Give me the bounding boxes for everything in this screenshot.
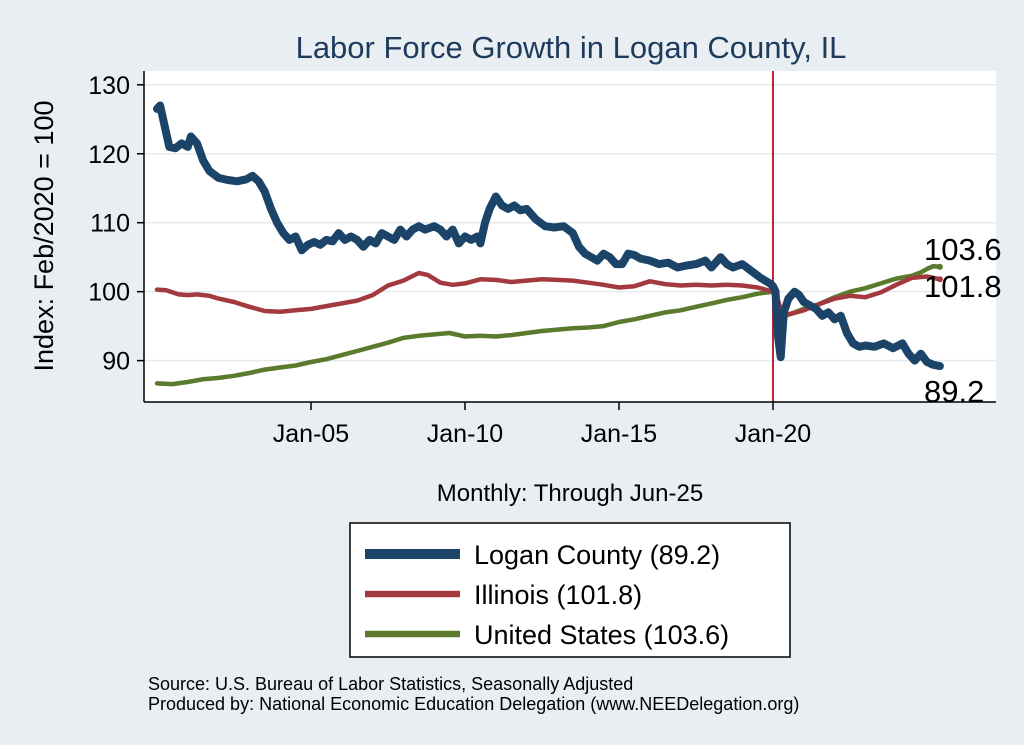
legend-label-united-states: United States (103.6) [474,620,729,650]
legend-label-logan-county: Logan County (89.2) [474,540,720,570]
x-tick-label: Jan-05 [273,420,349,448]
series-end-point-illinois [936,276,943,283]
end-label-illinois: 101.8 [924,269,1002,304]
produced-by-note: Produced by: National Economic Education… [148,694,799,714]
x-tick-label: Jan-10 [427,420,503,448]
y-axis-ticks: 90 100 110 120 130 [88,72,144,376]
y-tick-label: 110 [90,210,130,238]
y-axis-label: Index: Feb/2020 = 100 [29,101,59,372]
end-label-logan-county: 89.2 [924,374,984,409]
legend-label-illinois: Illinois (101.8) [474,580,642,610]
x-tick-label: Jan-15 [581,420,657,448]
x-axis-label: Monthly: Through Jun-25 [437,480,703,507]
chart-title: Labor Force Growth in Logan County, IL [296,30,847,65]
x-axis-ticks: Jan-05 Jan-10 Jan-15 Jan-20 [273,402,811,448]
y-tick-label: 130 [88,72,130,100]
y-tick-label: 120 [88,141,130,169]
end-label-united-states: 103.6 [924,232,1002,267]
series-end-point-united-states [936,263,943,270]
legend: Logan County (89.2) Illinois (101.8) Unite… [365,540,729,650]
series-line-illinois [154,270,943,319]
series-layer [153,101,944,387]
series-end-point-logan-county [936,363,943,370]
series-line-logan-county [153,101,944,371]
x-tick-label: Jan-20 [735,420,811,448]
y-tick-label: 100 [88,279,130,307]
source-note: Source: U.S. Bureau of Labor Statistics,… [148,674,633,694]
y-tick-label: 90 [102,348,130,376]
